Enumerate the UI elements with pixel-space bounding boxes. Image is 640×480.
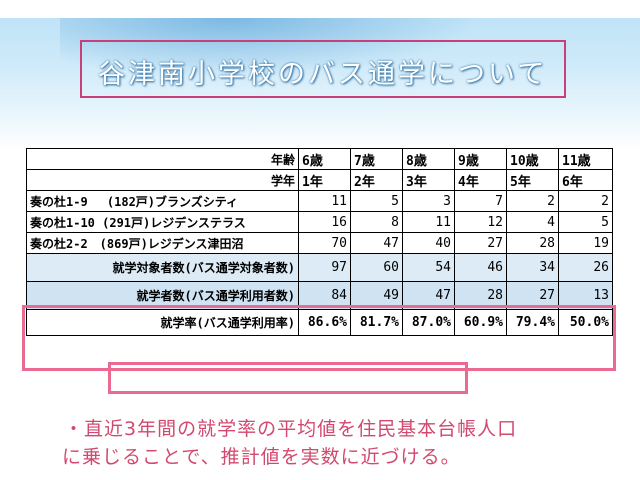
highlight-box-rate: [108, 362, 468, 394]
note-line-2: に乗じることで、推計値を実数に近づける。: [62, 446, 461, 468]
table-cell: 11: [402, 211, 455, 233]
note-text: ・直近3年間の就学率の平均値を住民基本台帳人口 に乗じることで、推計値を実数に近…: [62, 415, 518, 471]
title-frame: [80, 40, 566, 98]
note-line-1: ・直近3年間の就学率の平均値を住民基本台帳人口: [64, 418, 518, 440]
table-cell: 19: [558, 232, 613, 254]
table-row: 奏の杜1-10 (291戸)レジデンステラス 16 8 11 12 4 5: [26, 211, 613, 233]
bus-commute-table: 年齢 6歳 7歳 8歳 9歳 10歳 11歳 学年 1年 2年 3年 4年 5年…: [26, 148, 613, 336]
table-row: 奏の杜2-2 (869戸)レジデンス津田沼 70 47 40 27 28 19: [26, 232, 613, 254]
table-cell: 79.4%: [506, 309, 559, 336]
table-cell: 40: [402, 232, 455, 254]
table-cell: 4: [506, 211, 559, 233]
table-cell: 86.6%: [298, 309, 351, 336]
table-cell: 2: [558, 190, 613, 212]
table-cell: 7: [454, 190, 507, 212]
row-label: 就学率(バス通学利用率): [26, 309, 299, 336]
highlight-box-counts: [22, 305, 616, 371]
grade-cell: 2年: [350, 169, 403, 191]
table-cell: 97: [298, 253, 351, 282]
table-cell: 3: [402, 190, 455, 212]
grade-cell: 4年: [454, 169, 507, 191]
row-label: 奏の杜1-10 (291戸)レジデンステラス: [26, 211, 299, 233]
table-cell: 5: [558, 211, 613, 233]
table-cell: 47: [350, 232, 403, 254]
table-cell: 46: [454, 253, 507, 282]
table-cell: 81.7%: [350, 309, 403, 336]
table-cell: 60: [350, 253, 403, 282]
age-cell: 10歳: [506, 148, 559, 170]
grade-row: 学年 1年 2年 3年 4年 5年 6年: [26, 169, 613, 191]
table-row-rate: 就学率(バス通学利用率) 86.6% 81.7% 87.0% 60.9% 79.…: [26, 309, 613, 336]
age-cell: 11歳: [558, 148, 613, 170]
age-cell: 8歳: [402, 148, 455, 170]
table-cell: 26: [558, 253, 613, 282]
grade-cell: 3年: [402, 169, 455, 191]
table-row: 奏の杜1-9 (182戸)ブランズシティ 11 5 3 7 2 2: [26, 190, 613, 212]
table-cell: 16: [298, 211, 351, 233]
table-cell: 5: [350, 190, 403, 212]
table-cell: 27: [454, 232, 507, 254]
row-label: 奏の杜1-9 (182戸)ブランズシティ: [26, 190, 299, 212]
grade-header: 学年: [26, 169, 299, 191]
grade-cell: 5年: [506, 169, 559, 191]
table-cell: 8: [350, 211, 403, 233]
table-cell: 12: [454, 211, 507, 233]
table-cell: 2: [506, 190, 559, 212]
grade-cell: 6年: [558, 169, 613, 191]
row-label: 奏の杜2-2 (869戸)レジデンス津田沼: [26, 232, 299, 254]
age-cell: 9歳: [454, 148, 507, 170]
table-cell: 70: [298, 232, 351, 254]
table-cell: 49: [350, 281, 403, 310]
table-row-total: 就学対象者数(バス通学対象者数) 97 60 54 46 34 26: [26, 253, 613, 282]
age-header: 年齢: [26, 148, 299, 170]
age-row: 年齢 6歳 7歳 8歳 9歳 10歳 11歳: [26, 148, 613, 170]
table-cell: 11: [298, 190, 351, 212]
table-cell: 60.9%: [454, 309, 507, 336]
table-cell: 50.0%: [558, 309, 613, 336]
grade-cell: 1年: [298, 169, 351, 191]
table-cell: 34: [506, 253, 559, 282]
row-label: 就学対象者数(バス通学対象者数): [26, 253, 299, 282]
age-cell: 6歳: [298, 148, 351, 170]
table-cell: 28: [506, 232, 559, 254]
table-cell: 54: [402, 253, 455, 282]
age-cell: 7歳: [350, 148, 403, 170]
table-cell: 87.0%: [402, 309, 455, 336]
page-title: 谷津南小学校のバス通学について: [98, 59, 548, 90]
